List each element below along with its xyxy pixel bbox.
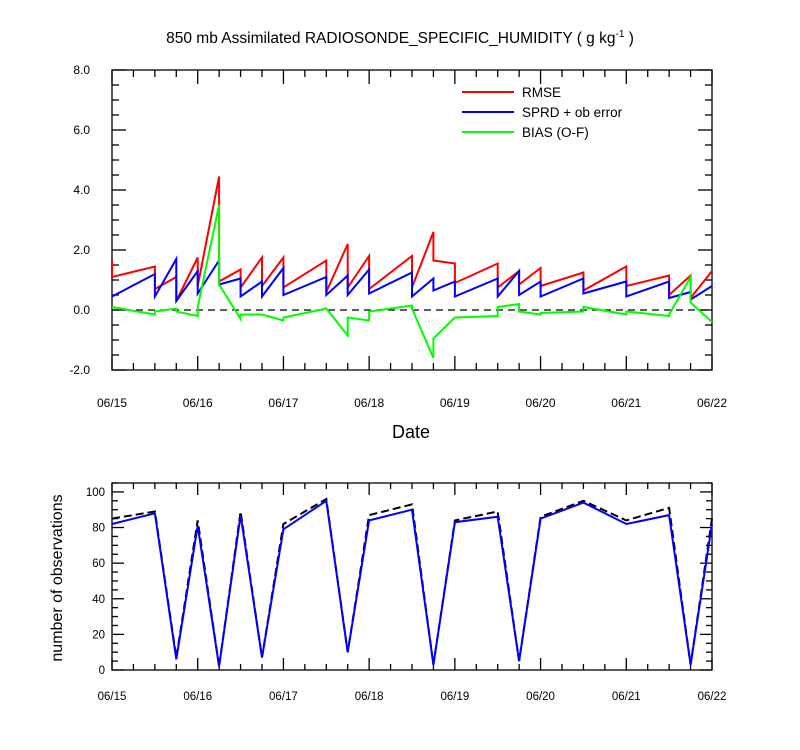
- y-tick-label: 4.0: [73, 183, 90, 197]
- x-axis: 06/15 06/16 06/17 06/18 06/19 06/20 06/21 06/22: [98, 483, 727, 703]
- legend-label: RMSE: [522, 85, 561, 100]
- series-group: [111, 497, 713, 667]
- top-chart: 06/15 06/16 06/17 06/18 06/19 06/20 06/21 06/22…: [69, 63, 727, 410]
- x-tick-label: 06/15: [97, 396, 127, 410]
- y-tick-label: 6.0: [73, 123, 90, 137]
- x-tick-label: 06/17: [268, 396, 298, 410]
- y-tick-label: 2.0: [73, 243, 90, 257]
- x-tick-label: 06/22: [697, 396, 727, 410]
- y-axis-title: number of observations: [49, 494, 66, 661]
- y-tick-label: -2.0: [69, 363, 90, 377]
- x-tick-label: 06/16: [183, 396, 213, 410]
- x-axis-title: Date: [392, 422, 430, 442]
- series-line-1: [111, 499, 713, 667]
- x-tick-label: 06/20: [526, 396, 556, 410]
- y-tick-label: 8.0: [73, 63, 90, 77]
- y-tick-label: 100: [86, 487, 105, 499]
- x-tick-label: 06/18: [355, 691, 384, 703]
- series-line-bias-o-f: [111, 204, 713, 359]
- x-tick-label: 06/20: [526, 691, 555, 703]
- x-tick-label: 06/22: [698, 691, 727, 703]
- bottom-chart: 06/15 06/16 06/17 06/18 06/19 06/20 06/21 06/22…: [86, 482, 727, 703]
- y-tick-label: 0: [99, 665, 105, 677]
- x-tick-label: 06/17: [269, 691, 298, 703]
- x-tick-label: 06/16: [183, 691, 212, 703]
- y-tick-label: 20: [92, 629, 105, 641]
- chart-title-suffix: ): [624, 30, 633, 47]
- series-group: [111, 176, 713, 359]
- y-tick-label: 80: [92, 523, 105, 535]
- y-tick-label: 60: [92, 558, 105, 570]
- series-line-sprd-ob-error: [111, 255, 713, 305]
- y-tick-label: 0.0: [73, 303, 90, 317]
- y-tick-label: 40: [92, 594, 105, 606]
- chart-title-main: 850 mb Assimilated RADIOSONDE_SPECIFIC_H…: [166, 30, 615, 47]
- y-axis: -2.0 0.0 2.0 4.0 6.0 8.0: [69, 63, 712, 377]
- chart-title-superscript: -1: [615, 29, 624, 40]
- series-line-0: [111, 497, 713, 667]
- chart-title: 850 mb Assimilated RADIOSONDE_SPECIFIC_H…: [166, 29, 634, 47]
- legend-label: SPRD + ob error: [522, 105, 623, 120]
- x-tick-label: 06/18: [354, 396, 384, 410]
- x-tick-label: 06/15: [98, 691, 127, 703]
- x-tick-label: 06/19: [440, 691, 469, 703]
- x-tick-label: 06/19: [440, 396, 470, 410]
- legend: RMSE SPRD + ob error BIAS (O-F): [462, 85, 623, 140]
- x-tick-label: 06/21: [611, 396, 641, 410]
- legend-label: BIAS (O-F): [522, 125, 589, 140]
- x-tick-label: 06/21: [612, 691, 641, 703]
- x-axis: 06/15 06/16 06/17 06/18 06/19 06/20 06/21 06/22: [97, 70, 727, 410]
